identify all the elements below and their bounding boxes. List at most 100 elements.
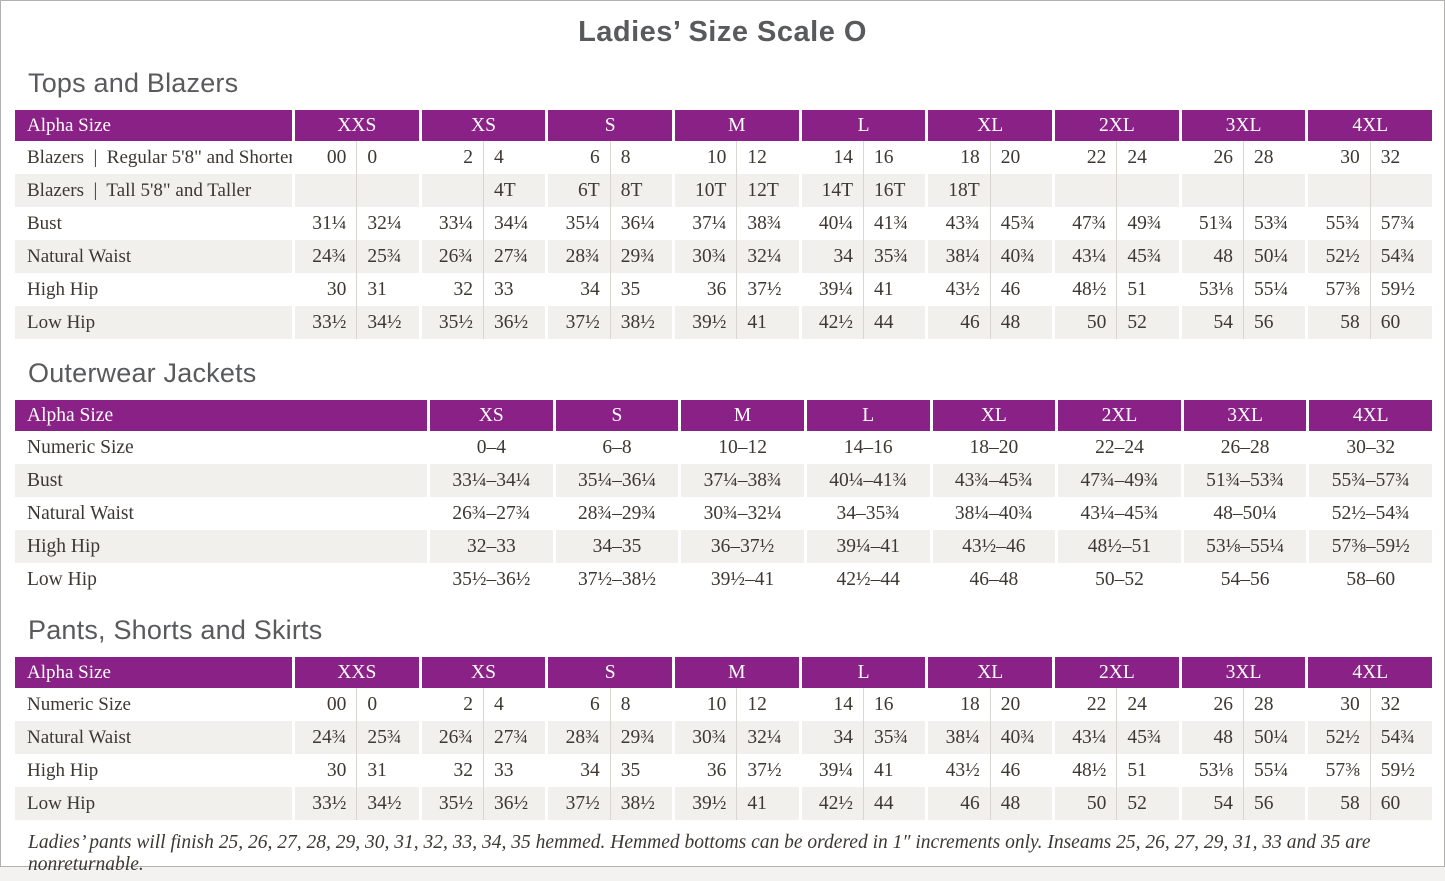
size-cell: [357, 174, 418, 207]
size-cell: 6T: [548, 174, 611, 207]
size-cell: 4T: [494, 179, 516, 201]
size-cell: 35¾: [874, 726, 909, 748]
size-cell: 16T: [874, 179, 906, 201]
size-cell: 57⅜: [1308, 754, 1371, 787]
size-header-cell: 2XL: [1055, 400, 1181, 431]
size-cell: 30¾–32¼: [678, 497, 804, 530]
size-cell: 36½: [494, 792, 529, 814]
size-cell: 45¾: [1127, 245, 1162, 267]
size-cell: 12: [747, 146, 767, 168]
size-cell-group: 14 16: [798, 688, 926, 721]
size-cell: 35¾: [874, 245, 909, 267]
size-cell: 41: [874, 759, 894, 781]
size-cell-group: [1052, 174, 1179, 207]
size-cell-group: 53⅛ 55¼: [1178, 754, 1306, 787]
size-cell-group: 14T 16T: [798, 174, 926, 207]
size-cell-group: 10T 12T: [672, 174, 799, 207]
size-cell: 0: [367, 693, 378, 715]
row-label: Low Hip: [27, 568, 97, 590]
size-cell: 52½: [1308, 240, 1371, 273]
size-cell: 10: [675, 141, 738, 174]
size-cell: 6: [548, 688, 611, 721]
size-cell-group: 18 20: [925, 688, 1052, 721]
size-cell-group: 36 37½: [672, 754, 799, 787]
size-cell-group: 40¼ 41¾: [798, 207, 926, 240]
size-cell: 30: [1308, 141, 1371, 174]
size-cell: 28¾: [548, 721, 611, 754]
size-cell-group: 39¼ 41: [798, 273, 926, 306]
size-cell: 48–50¼: [1180, 497, 1307, 530]
size-cell: 58: [1308, 306, 1371, 339]
pants-shorts-skirts-table: Alpha Size XXS XS S M L XL 2XL 3XL 4XL Numeric Siz…: [15, 657, 1433, 820]
size-cell: 24¾: [295, 721, 358, 754]
size-cell: 32: [1380, 146, 1401, 168]
size-cell: 46: [928, 787, 991, 820]
size-cell: 36: [675, 754, 738, 787]
table-row: Blazers | Tall 5'8" and Taller 4T 6T 8T 10T 1…: [15, 174, 1432, 207]
size-cell-group: 28¾ 29¾: [545, 721, 672, 754]
size-cell: 41: [747, 311, 767, 333]
size-cell: 29¾: [620, 726, 655, 748]
size-cell: 58–60: [1306, 563, 1432, 596]
size-cell: 43¾: [928, 207, 991, 240]
size-cell: 38¼–40¾: [929, 497, 1056, 530]
size-cell: 6: [548, 141, 611, 174]
size-cell-group: 22 24: [1052, 688, 1179, 721]
size-cell-group: 30 32: [1305, 688, 1432, 721]
size-cell-group: 43¾ 45¾: [925, 207, 1052, 240]
size-cell-group: 18T: [925, 174, 1052, 207]
size-cell: 46: [1000, 759, 1021, 781]
size-cell-group: 10 12: [672, 688, 799, 721]
size-cell-group: 34 35¾: [798, 240, 926, 273]
outerwear-jackets-table: Alpha Size XS S M L XL 2XL 3XL 4XL Numeric Size 0–…: [15, 400, 1432, 596]
size-cell-group: 26¾ 27¾: [418, 721, 546, 754]
size-cell: 32: [422, 754, 485, 787]
row-label: High Hip: [27, 278, 99, 300]
size-cell-group: 30 31: [292, 273, 419, 306]
size-cell-group: 14 16: [798, 141, 926, 174]
size-cell: 30¾: [675, 721, 738, 754]
row-label: Numeric Size: [27, 693, 131, 715]
size-cell: 51: [1127, 278, 1147, 300]
section-heading-tops-blazers: Tops and Blazers: [28, 68, 239, 98]
size-cell: 33: [494, 278, 514, 300]
size-cell-group: 39½ 41: [672, 306, 799, 339]
size-cell: 54¾: [1380, 245, 1415, 267]
size-cell: 37½: [747, 278, 782, 300]
size-header-cell: L: [803, 400, 930, 431]
size-cell: 45¾: [1000, 212, 1035, 234]
size-cell: 57¾: [1380, 212, 1415, 234]
size-cell: 32¼: [747, 726, 782, 748]
size-cell: 40¼: [802, 207, 865, 240]
size-cell: 39½: [675, 306, 738, 339]
size-cell: 48½: [1055, 273, 1118, 306]
size-cell: 22: [1055, 141, 1118, 174]
size-cell: 52½–54¾: [1306, 497, 1432, 530]
size-cell: [422, 174, 485, 207]
size-cell-group: 36 37½: [672, 273, 799, 306]
size-cell: 42½: [802, 306, 865, 339]
size-header-cell: XXS: [292, 110, 419, 141]
size-cell: 59½: [1380, 278, 1415, 300]
size-cell: 35¼–36¼: [552, 464, 679, 497]
size-cell: 36: [675, 273, 738, 306]
size-cell: 37½–38½: [552, 563, 679, 596]
size-cell: 50¼: [1254, 726, 1289, 748]
size-cell: 40¾: [1000, 726, 1035, 748]
size-cell: 42½–44: [803, 563, 930, 596]
tops-blazers-table: Alpha Size XXS XS S M L XL 2XL 3XL 4XL Blazers | R…: [15, 110, 1433, 339]
size-cell: 34–35¾: [803, 497, 930, 530]
size-cell-group: 35¼ 36¼: [545, 207, 672, 240]
row-label: Blazers | Regular 5'8" and Shorter: [27, 146, 295, 168]
section-heading-outerwear-jackets: Outerwear Jackets: [28, 358, 257, 388]
size-cell: 22–24: [1055, 431, 1181, 464]
size-cell: 8T: [620, 179, 643, 201]
size-header-cell: XS: [418, 657, 546, 688]
size-cell: 52½: [1308, 721, 1371, 754]
size-cell-group: 50 52: [1052, 306, 1179, 339]
size-cell: 35: [620, 759, 641, 781]
size-cell: 59½: [1380, 759, 1415, 781]
size-cell-group: 26¾ 27¾: [418, 240, 546, 273]
size-cell: 54–56: [1180, 563, 1307, 596]
size-header-cell: 2XL: [1052, 110, 1179, 141]
